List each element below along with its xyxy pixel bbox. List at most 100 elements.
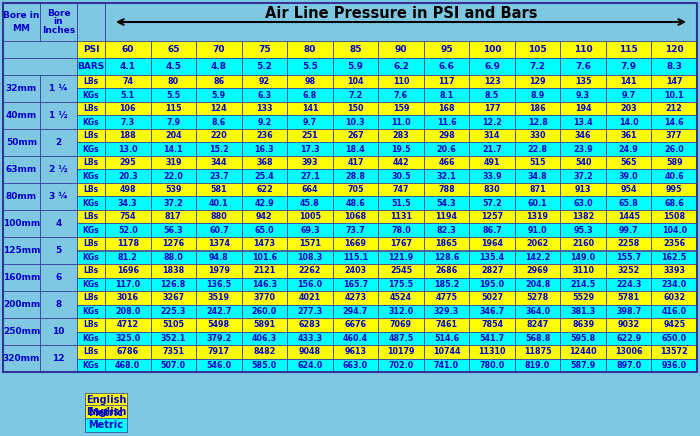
Text: 7.9: 7.9 — [621, 62, 637, 71]
Bar — [561, 251, 606, 264]
Text: 6283: 6283 — [299, 320, 321, 329]
Bar — [652, 210, 697, 224]
Text: 13.0: 13.0 — [118, 145, 138, 154]
Bar — [287, 116, 332, 129]
Bar — [105, 264, 150, 277]
Bar — [3, 41, 77, 58]
Bar — [287, 102, 332, 116]
Bar — [424, 291, 469, 304]
Bar — [652, 102, 697, 116]
Bar — [150, 210, 196, 224]
Text: 251: 251 — [302, 131, 318, 140]
Bar — [241, 41, 287, 58]
Text: 65.8: 65.8 — [619, 199, 638, 208]
Text: 361: 361 — [620, 131, 637, 140]
Text: LBs: LBs — [83, 293, 99, 302]
Bar — [514, 345, 561, 358]
Text: 54.3: 54.3 — [437, 199, 456, 208]
Bar — [77, 210, 105, 224]
Bar — [469, 210, 514, 224]
Text: 897.0: 897.0 — [616, 361, 641, 370]
Bar — [287, 89, 332, 102]
Text: 491: 491 — [484, 158, 500, 167]
Text: in: in — [54, 17, 63, 27]
Text: 2258: 2258 — [617, 239, 640, 248]
Text: 236: 236 — [256, 131, 273, 140]
Bar — [424, 197, 469, 210]
Text: 234.0: 234.0 — [662, 280, 687, 289]
Text: 298: 298 — [438, 131, 455, 140]
Bar — [241, 197, 287, 210]
Bar — [514, 251, 561, 264]
Text: 406.3: 406.3 — [252, 334, 277, 343]
Bar — [469, 41, 514, 58]
Text: 9.3: 9.3 — [576, 91, 590, 100]
Text: 88.0: 88.0 — [163, 253, 183, 262]
Bar — [378, 345, 423, 358]
Text: 136.5: 136.5 — [206, 280, 232, 289]
Bar — [150, 304, 196, 318]
Bar — [287, 331, 332, 345]
Text: 117: 117 — [438, 77, 455, 86]
Bar — [287, 129, 332, 143]
Bar — [287, 264, 332, 277]
Bar — [150, 291, 196, 304]
Bar — [150, 183, 196, 197]
Text: 177: 177 — [484, 104, 500, 113]
Bar — [514, 358, 561, 372]
Bar — [196, 331, 242, 345]
Bar — [3, 129, 40, 156]
Text: 1 ¼: 1 ¼ — [49, 84, 68, 93]
Text: 204.8: 204.8 — [525, 280, 550, 289]
Text: 100mm: 100mm — [3, 219, 40, 228]
Bar — [40, 237, 77, 264]
Text: 346: 346 — [575, 131, 592, 140]
Bar — [196, 89, 242, 102]
Text: 80mm: 80mm — [6, 192, 37, 201]
Bar — [332, 210, 378, 224]
Text: 589: 589 — [666, 158, 682, 167]
Bar — [469, 264, 514, 277]
Text: 460.4: 460.4 — [343, 334, 368, 343]
Text: 2356: 2356 — [663, 239, 685, 248]
Bar — [606, 58, 652, 75]
Text: 7069: 7069 — [390, 320, 412, 329]
Bar — [378, 224, 423, 237]
Text: 344: 344 — [211, 158, 227, 167]
Text: 3267: 3267 — [162, 293, 184, 302]
Bar — [150, 143, 196, 156]
Bar — [652, 58, 697, 75]
Text: 2827: 2827 — [481, 266, 503, 275]
Bar — [424, 143, 469, 156]
Bar — [287, 170, 332, 183]
Bar — [561, 197, 606, 210]
Text: 2: 2 — [55, 138, 62, 147]
Bar — [424, 345, 469, 358]
Text: 5529: 5529 — [572, 293, 594, 302]
Bar — [514, 129, 561, 143]
Bar — [652, 237, 697, 251]
Bar — [77, 3, 105, 41]
Bar — [150, 251, 196, 264]
Bar — [196, 183, 242, 197]
Bar — [652, 75, 697, 89]
Text: 155.7: 155.7 — [616, 253, 641, 262]
Text: 3016: 3016 — [117, 293, 139, 302]
Bar — [105, 345, 150, 358]
Bar — [105, 224, 150, 237]
Text: 37.2: 37.2 — [573, 172, 593, 181]
Bar — [150, 170, 196, 183]
Text: 78.0: 78.0 — [391, 226, 411, 235]
Bar — [378, 277, 423, 291]
Bar — [606, 224, 652, 237]
Text: 4775: 4775 — [435, 293, 458, 302]
Bar — [332, 331, 378, 345]
Text: 913: 913 — [575, 185, 592, 194]
Bar — [196, 102, 242, 116]
Bar — [378, 251, 423, 264]
Bar — [105, 358, 150, 372]
Bar — [469, 58, 514, 75]
Text: 20.6: 20.6 — [437, 145, 456, 154]
Text: 995: 995 — [666, 185, 682, 194]
Text: 28.8: 28.8 — [346, 172, 365, 181]
